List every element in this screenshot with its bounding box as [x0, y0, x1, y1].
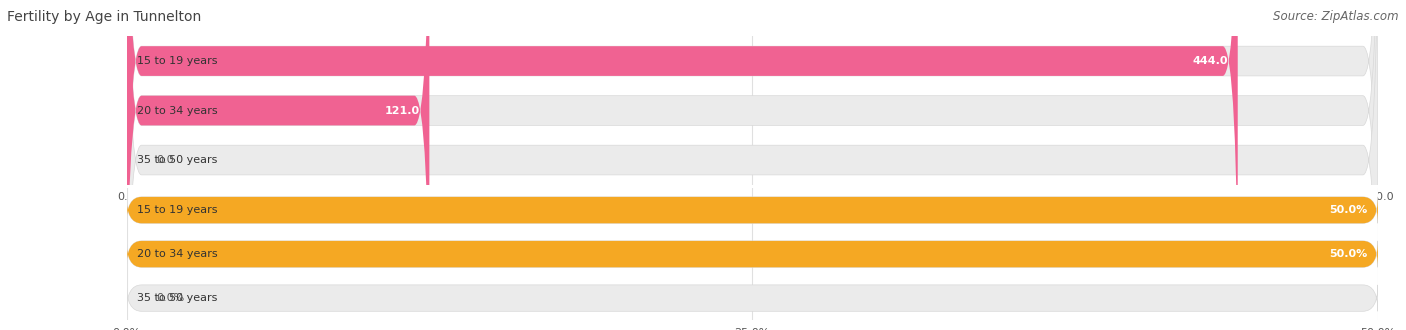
Text: 50.0%: 50.0% — [1330, 205, 1368, 215]
FancyBboxPatch shape — [127, 0, 429, 330]
FancyBboxPatch shape — [127, 285, 1378, 311]
Text: Source: ZipAtlas.com: Source: ZipAtlas.com — [1274, 10, 1399, 23]
Text: 0.0%: 0.0% — [156, 293, 184, 303]
Text: 15 to 19 years: 15 to 19 years — [136, 205, 217, 215]
Text: 20 to 34 years: 20 to 34 years — [136, 106, 217, 116]
FancyBboxPatch shape — [127, 0, 1378, 330]
FancyBboxPatch shape — [127, 241, 1378, 267]
FancyBboxPatch shape — [127, 0, 1237, 330]
Text: Fertility by Age in Tunnelton: Fertility by Age in Tunnelton — [7, 10, 201, 24]
Text: 50.0%: 50.0% — [1330, 249, 1368, 259]
Text: 35 to 50 years: 35 to 50 years — [136, 293, 217, 303]
FancyBboxPatch shape — [127, 0, 1378, 330]
Text: 20 to 34 years: 20 to 34 years — [136, 249, 217, 259]
Text: 444.0: 444.0 — [1192, 56, 1227, 66]
Text: 121.0: 121.0 — [384, 106, 419, 116]
Text: 35 to 50 years: 35 to 50 years — [136, 155, 217, 165]
FancyBboxPatch shape — [127, 197, 1378, 223]
FancyBboxPatch shape — [127, 241, 1378, 267]
Text: 0.0: 0.0 — [156, 155, 174, 165]
FancyBboxPatch shape — [127, 197, 1378, 223]
FancyBboxPatch shape — [127, 0, 1378, 330]
Text: 15 to 19 years: 15 to 19 years — [136, 56, 217, 66]
